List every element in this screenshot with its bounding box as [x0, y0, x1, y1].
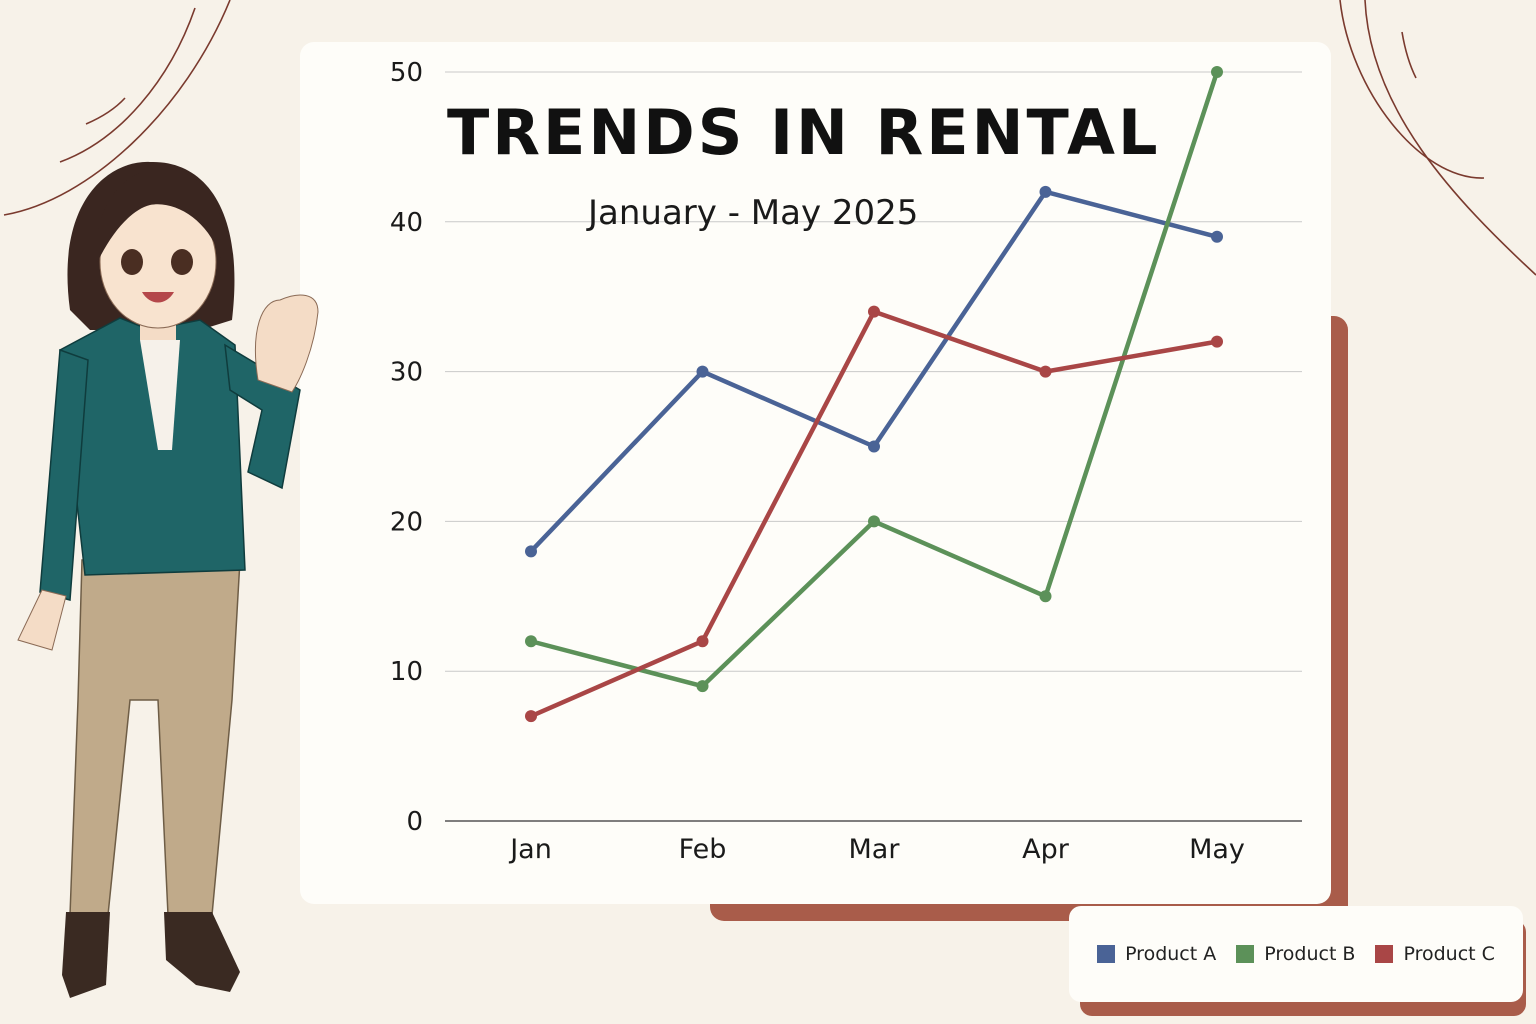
data-point: [868, 305, 880, 318]
x-tick-label: Apr: [1022, 834, 1070, 865]
y-tick-label: 50: [390, 58, 423, 88]
chart-legend: Product A Product B Product C: [1069, 906, 1523, 1002]
data-point: [868, 440, 880, 453]
y-tick-label: 30: [390, 358, 423, 388]
data-point: [525, 545, 537, 558]
legend-label-product-a: Product A: [1125, 943, 1217, 965]
data-point: [696, 680, 709, 693]
x-tick-label: May: [1189, 834, 1245, 865]
data-point: [1211, 230, 1223, 243]
data-point: [1039, 590, 1052, 603]
y-tick-label: 0: [406, 807, 423, 837]
legend-item-product-b: Product B: [1236, 943, 1355, 965]
legend-label-product-b: Product B: [1264, 943, 1356, 965]
legend-swatch-product-a: [1097, 945, 1116, 963]
data-point: [525, 635, 537, 648]
chart-card: [300, 42, 1331, 904]
legend-item-product-c: Product C: [1375, 943, 1495, 965]
y-tick-label: 20: [390, 507, 423, 537]
y-tick-label: 40: [390, 208, 423, 238]
data-point: [1211, 66, 1223, 78]
legend-swatch-product-b: [1236, 945, 1255, 963]
data-point: [696, 365, 709, 378]
legend-label-product-c: Product C: [1403, 943, 1495, 965]
data-point: [1211, 335, 1223, 348]
data-point: [696, 635, 709, 648]
data-point: [525, 710, 537, 723]
chart-title: TRENDS IN RENTAL: [447, 96, 1161, 169]
legend-item-product-a: Product A: [1097, 943, 1216, 965]
data-point: [1039, 365, 1052, 378]
chart-subtitle: January - May 2025: [588, 193, 919, 233]
data-point: [868, 515, 880, 528]
legend-swatch-product-c: [1375, 945, 1394, 963]
x-tick-label: Jan: [508, 834, 552, 865]
x-tick-label: Feb: [679, 834, 727, 865]
x-tick-label: Mar: [849, 834, 901, 865]
data-point: [1039, 185, 1052, 198]
y-tick-label: 10: [390, 657, 423, 687]
